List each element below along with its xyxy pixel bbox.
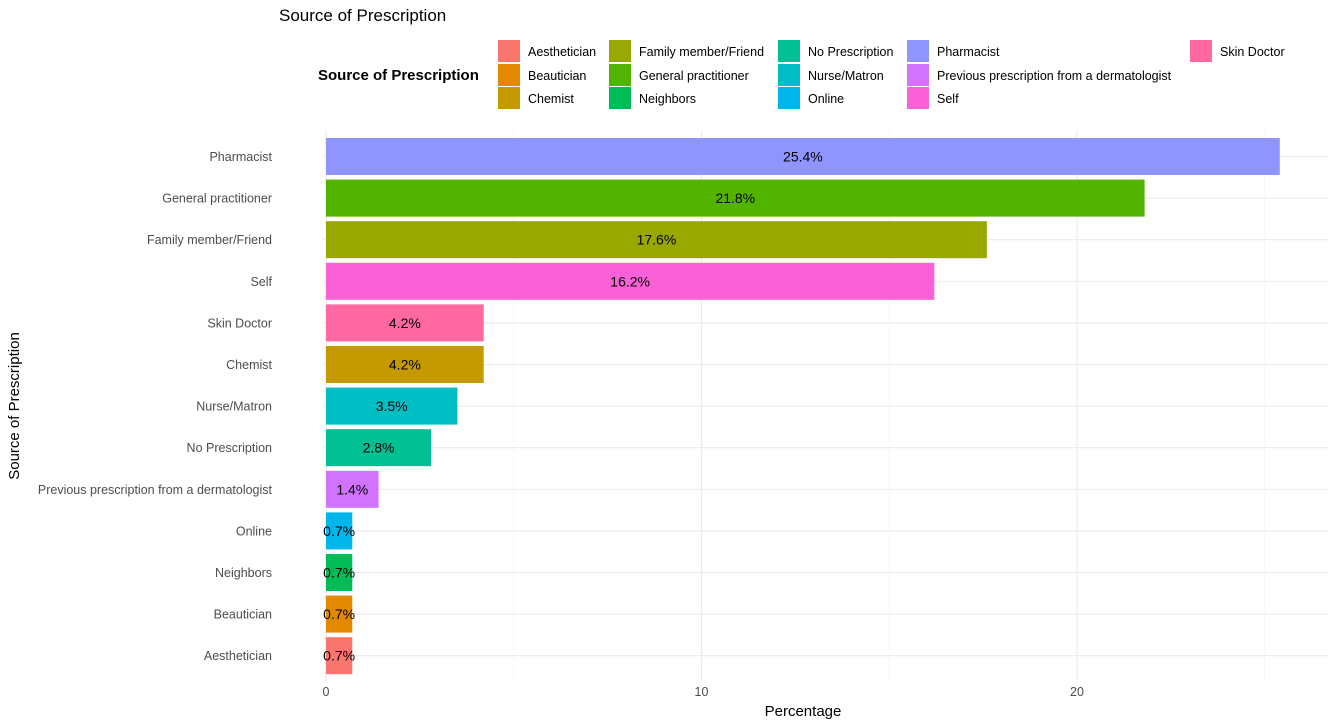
bar-label: 4.2% [389, 315, 421, 331]
bar-label: 17.6% [637, 232, 677, 248]
bar [326, 470, 379, 508]
legend-key [778, 40, 800, 62]
bar-label: 0.7% [323, 523, 355, 539]
y-axis-label: Source of Prescription [6, 332, 23, 480]
bar-label: 25.4% [783, 149, 823, 165]
legend-entry: Aesthetician [528, 45, 596, 59]
bar [326, 346, 484, 383]
bar [326, 304, 484, 342]
bar [326, 179, 1145, 217]
legend-key [609, 64, 631, 86]
legend-key [907, 87, 929, 109]
bar [326, 554, 353, 591]
chart-title: Source of Prescription [279, 6, 446, 25]
y-tick-label: Beautician [214, 608, 272, 622]
y-axis: Pharmacist General practitioner Family mem… [38, 150, 273, 663]
bar [326, 138, 1280, 175]
legend: Source of Prescription Aesthetician Beaut… [318, 40, 1285, 109]
legend-key [1190, 40, 1212, 62]
bar [326, 221, 987, 259]
bar-label: 0.7% [323, 606, 355, 622]
y-tick-label: Aesthetician [204, 649, 272, 663]
legend-entry: Self [937, 92, 959, 106]
legend-key [778, 64, 800, 86]
legend-entry: Pharmacist [937, 45, 1000, 59]
y-tick-label: Skin Doctor [207, 316, 272, 330]
y-tick-label: No Prescription [187, 441, 272, 455]
bars: 25.4% 21.8% 17.6% 16.2% 4.2% 4.2% 3.5% 2.8% 1.4%… [323, 138, 1280, 675]
legend-entry: No Prescription [808, 45, 893, 59]
y-tick-label: Previous prescription from a dermatologi… [38, 483, 273, 497]
y-tick-label: Chemist [226, 358, 272, 372]
bar [326, 637, 353, 675]
y-tick-label: General practitioner [162, 192, 272, 206]
legend-entry: Skin Doctor [1220, 45, 1285, 59]
bar-label: 1.4% [336, 481, 368, 497]
legend-entry: Chemist [528, 92, 574, 106]
x-tick-label: 0 [323, 685, 330, 699]
bar [326, 262, 935, 300]
x-axis-label: Percentage [765, 703, 842, 720]
bar-label: 16.2% [610, 273, 650, 289]
legend-entry: General practitioner [639, 69, 749, 83]
bar-label: 3.5% [376, 398, 408, 414]
y-tick-label: Neighbors [215, 566, 272, 580]
y-tick-label: Online [236, 524, 272, 538]
legend-key [778, 87, 800, 109]
legend-entry: Previous prescription from a dermatologi… [937, 69, 1172, 83]
bar [326, 595, 353, 633]
bar-label: 2.8% [363, 440, 395, 456]
y-tick-label: Pharmacist [209, 150, 272, 164]
grid [323, 130, 1328, 680]
legend-entry: Beautician [528, 69, 586, 83]
bar-label: 0.7% [323, 648, 355, 664]
bar-label: 0.7% [323, 565, 355, 581]
legend-title: Source of Prescription [318, 67, 479, 84]
legend-entry: Online [808, 92, 844, 106]
y-tick-label: Family member/Friend [147, 233, 272, 247]
legend-entry: Neighbors [639, 92, 696, 106]
y-tick-label: Nurse/Matron [196, 400, 272, 414]
bar [326, 429, 432, 467]
legend-key [498, 64, 520, 86]
legend-key [498, 87, 520, 109]
bar-label: 21.8% [715, 190, 755, 206]
x-tick-label: 10 [695, 685, 709, 699]
legend-key [907, 64, 929, 86]
legend-key [609, 40, 631, 62]
y-tick-label: Self [250, 275, 272, 289]
legend-key [609, 87, 631, 109]
legend-entry: Family member/Friend [639, 45, 764, 59]
bar [326, 512, 353, 550]
legend-entry: Nurse/Matron [808, 69, 884, 83]
legend-key [907, 40, 929, 62]
x-axis: 0 10 20 [323, 685, 1084, 699]
bar [326, 387, 458, 425]
x-tick-label: 20 [1070, 685, 1084, 699]
bar-label: 4.2% [389, 357, 421, 373]
legend-key [498, 40, 520, 62]
